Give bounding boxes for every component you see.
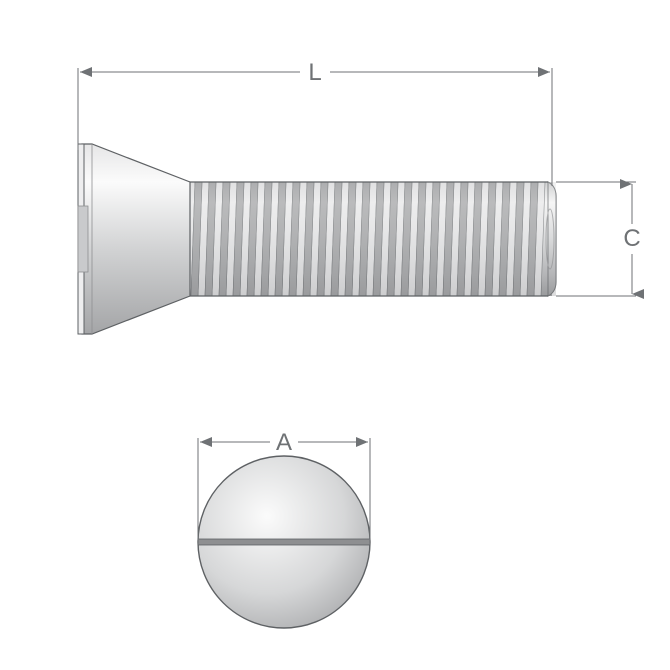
dimension-C: C bbox=[556, 182, 641, 296]
diagram-canvas: L C A bbox=[0, 0, 670, 670]
dim-A-label: A bbox=[276, 429, 292, 456]
head-front-view bbox=[198, 456, 370, 628]
screw-side-view bbox=[78, 144, 556, 334]
dim-L-label: L bbox=[308, 59, 321, 86]
dim-C-label: C bbox=[623, 225, 640, 252]
countersunk-head bbox=[82, 144, 190, 334]
head-slot-side bbox=[78, 206, 88, 272]
tech-drawing-svg: L C A bbox=[0, 0, 670, 670]
head-slot-front bbox=[198, 539, 370, 545]
shank-shade-overlay bbox=[180, 182, 556, 296]
